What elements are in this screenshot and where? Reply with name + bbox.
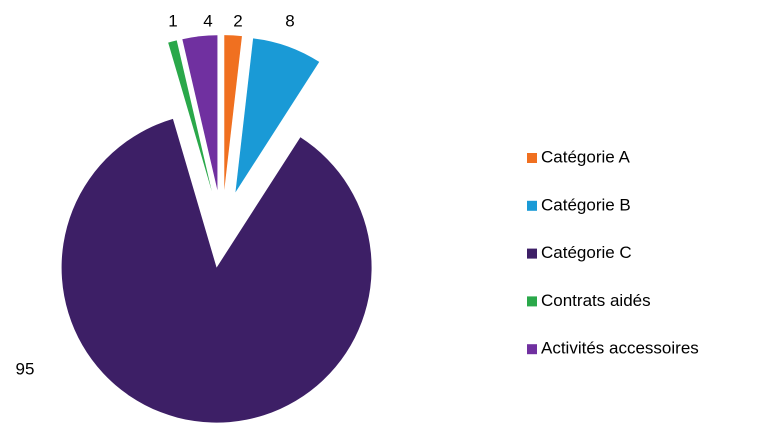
data-label: 1	[168, 11, 177, 30]
legend-swatch	[527, 153, 537, 163]
legend-swatch	[527, 344, 537, 355]
legend-label: Catégorie A	[541, 147, 630, 166]
legend-label: Activités accessoires	[541, 339, 699, 358]
pie-slice	[61, 118, 372, 423]
pie-slice	[182, 35, 218, 191]
data-label: 2	[233, 11, 242, 30]
legend-swatch	[527, 200, 537, 211]
data-label: 8	[285, 11, 294, 30]
pie-slice	[168, 40, 212, 192]
legend-label: Catégorie B	[541, 195, 631, 214]
legend-label: Contrats aidés	[541, 291, 651, 310]
data-label: 4	[203, 11, 212, 30]
legend-swatch	[527, 296, 537, 307]
pie-slice	[224, 35, 242, 191]
legend-swatch	[527, 248, 537, 259]
legend-label: Catégorie C	[541, 243, 632, 262]
pie-slice	[235, 38, 320, 193]
data-label: 95	[16, 359, 35, 378]
